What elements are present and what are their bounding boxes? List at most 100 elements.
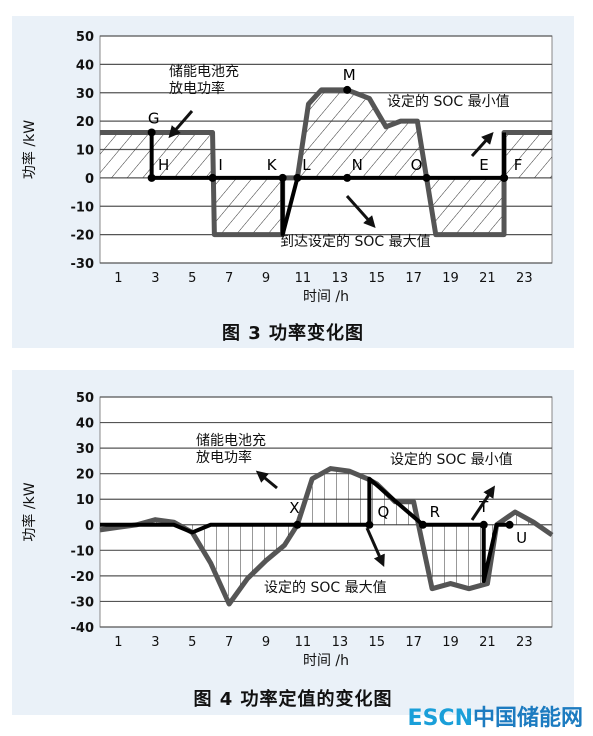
x-tick-label: 23	[516, 271, 533, 286]
y-tick-label: 10	[76, 144, 94, 159]
point-label: G	[148, 109, 160, 127]
point-marker	[418, 520, 427, 529]
x-tick-label: 15	[368, 635, 385, 650]
annotation-arrow	[470, 131, 494, 158]
annotation-text-line: 设定的 SOC 最小值	[387, 94, 510, 110]
y-tick-label: 50	[76, 30, 94, 45]
point-marker	[278, 173, 287, 182]
y-tick-label: -20	[71, 570, 95, 585]
y-tick-label: -30	[71, 257, 95, 272]
y-tick-label: -20	[71, 229, 95, 244]
point-marker	[293, 520, 302, 529]
y-tick-label: 40	[76, 58, 94, 73]
point-label: O	[411, 156, 423, 174]
x-axis-label: 时间 /h	[303, 289, 349, 305]
annotation-text-line: 到达设定的 SOC 最大值	[280, 234, 431, 250]
point-marker	[293, 173, 302, 182]
point-marker	[505, 520, 514, 529]
x-tick-label: 1	[114, 271, 122, 286]
escn-watermark: ESCN中国储能网	[408, 700, 583, 732]
x-tick-label: 21	[479, 635, 496, 650]
y-tick-label: 30	[76, 442, 94, 457]
point-label: M	[343, 66, 356, 84]
x-tick-label: 13	[332, 271, 349, 286]
setting-series-line	[149, 132, 507, 237]
annotation-text: 设定的 SOC 最小值	[387, 94, 510, 110]
annotation-arrow	[168, 110, 194, 139]
x-tick-label: 3	[151, 271, 159, 286]
x-tick-label: 13	[332, 635, 349, 650]
point-label: Q	[377, 503, 389, 521]
watermark-site-name: 中国储能网	[472, 706, 583, 731]
annotation-text-line: 储能电池充	[196, 433, 266, 449]
x-tick-label: 9	[262, 271, 270, 286]
point-label: E	[479, 156, 488, 174]
annotation-text-line: 设定的 SOC 最大值	[264, 580, 387, 596]
x-tick-label: 7	[225, 271, 233, 286]
y-tick-label: -10	[71, 200, 95, 215]
figure-4-panel: -40 -30 -20 -10 0 10 20 30 40 50 1 3 5 7 9 11 13 15 17 19 21…	[12, 370, 574, 715]
x-tick-label: 17	[405, 635, 422, 650]
point-label: R	[430, 503, 440, 521]
point-label: U	[516, 529, 527, 547]
point-marker	[147, 128, 156, 137]
figure-3-panel: -30 -20 -10 0 10 20 30 40 50 1 3 5 7 9 11 13 15 17 19 21 23 时…	[12, 16, 574, 348]
point-label: I	[218, 156, 222, 174]
x-tick-label: 19	[442, 635, 459, 650]
x-tick-label: 17	[405, 271, 422, 286]
annotation-text-line: 储能电池充	[169, 64, 239, 80]
x-tick-label: 21	[479, 271, 496, 286]
figure-3-caption: 图 3 功率变化图	[221, 323, 365, 344]
annotation-text-line: 设定的 SOC 最小值	[390, 452, 513, 468]
point-marker	[479, 520, 488, 529]
y-axis-label: 功率 /kW	[21, 482, 38, 541]
x-tick-label: 19	[442, 271, 459, 286]
y-tick-label: 10	[76, 493, 94, 508]
hatched-energy-area	[100, 89, 552, 235]
point-label: K	[267, 156, 278, 174]
y-tick-label: 20	[76, 115, 94, 130]
point-marker	[365, 520, 374, 529]
point-label: X	[289, 499, 299, 517]
x-tick-label: 5	[188, 635, 196, 650]
x-tick-label: 1	[114, 635, 122, 650]
x-axis-label: 时间 /h	[303, 653, 349, 669]
point-marker	[147, 173, 156, 182]
power-series-line	[100, 87, 552, 238]
y-tick-label: 20	[76, 468, 94, 483]
x-tick-label: 7	[225, 635, 233, 650]
y-tick-label: -30	[71, 595, 95, 610]
point-label: F	[514, 156, 523, 174]
point-marker	[500, 173, 509, 182]
point-marker	[343, 173, 352, 182]
annotation-arrow	[470, 485, 495, 521]
annotation-arrow	[345, 195, 376, 229]
x-tick-label: 11	[295, 271, 312, 286]
setting-series-line	[100, 476, 510, 583]
y-tick-label: 40	[76, 417, 94, 432]
annotation-text: 储能电池充放电功率	[196, 433, 266, 466]
y-tick-label: 50	[76, 391, 94, 406]
annotation-text-line: 放电功率	[169, 80, 225, 97]
point-label: N	[352, 156, 363, 174]
y-tick-label: -40	[71, 621, 95, 636]
annotation-arrow	[365, 527, 385, 567]
annotation-text: 储能电池充放电功率	[169, 64, 239, 97]
y-axis-label: 功率 /kW	[21, 120, 38, 179]
x-tick-label: 15	[368, 271, 385, 286]
y-tick-label: 30	[76, 87, 94, 102]
x-tick-label: 11	[295, 635, 312, 650]
y-tick-label: 0	[85, 519, 94, 534]
annotation-text: 设定的 SOC 最大值	[264, 580, 387, 596]
point-marker	[208, 173, 217, 182]
point-marker	[422, 173, 431, 182]
watermark-escn: ESCN	[407, 706, 473, 731]
figure-4-caption: 图 4 功率定值的变化图	[193, 689, 393, 710]
point-marker	[343, 85, 352, 94]
y-tick-label: -10	[71, 544, 95, 559]
annotation-text: 到达设定的 SOC 最大值	[280, 234, 431, 250]
x-tick-label: 23	[516, 635, 533, 650]
x-tick-label: 5	[188, 271, 196, 286]
